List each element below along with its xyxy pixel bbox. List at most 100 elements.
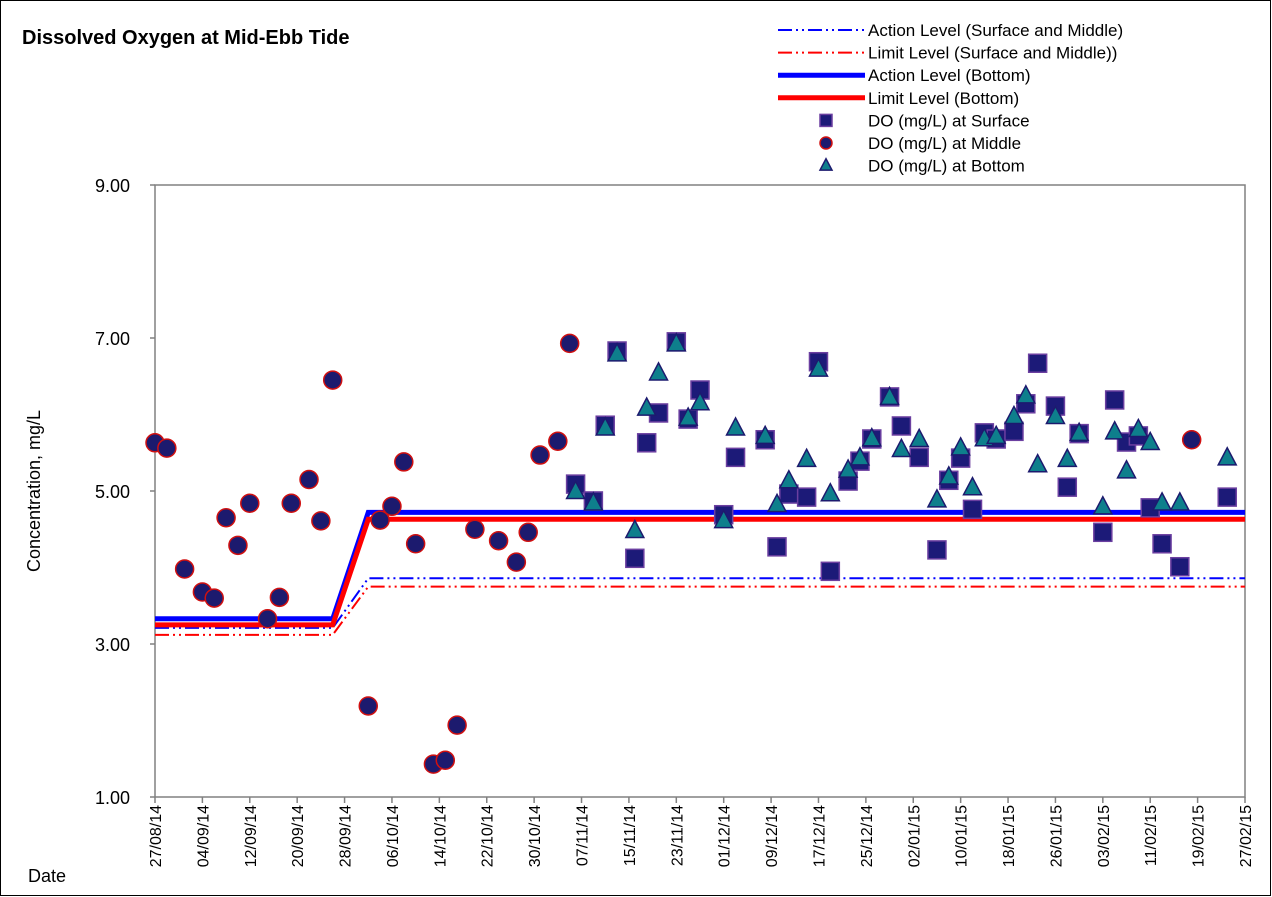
x-tick-label: 03/02/15 [1096,805,1113,867]
legend-label: DO (mg/L) at Middle [868,134,1021,153]
square-marker [1104,390,1125,410]
triangle-marker [950,436,971,456]
x-tick-label: 09/12/14 [764,805,781,867]
circle-marker [358,696,379,716]
x-tick-label: 07/11/14 [575,805,592,866]
triangle-marker [837,458,859,478]
square-marker [891,416,912,436]
legend-label: Action Level (Bottom) [868,66,1031,85]
square-marker [725,447,746,468]
circle-marker [281,493,301,513]
x-tick-label: 27/08/14 [148,805,165,867]
square-marker [962,499,983,520]
square-marker [1057,477,1078,497]
circle-marker [488,530,509,551]
triangle-marker [1169,491,1191,511]
x-tick-label: 12/09/14 [243,805,260,867]
square-marker [1093,522,1113,543]
triangle-marker [636,396,657,416]
triangle-marker [1068,421,1090,442]
x-tick-label: 14/10/14 [432,805,449,867]
legend-label: DO (mg/L) at Surface [868,111,1030,130]
triangle-marker [725,416,746,436]
circle-marker [269,587,290,608]
x-tick-label: 11/02/15 [1143,805,1160,866]
x-tick-label: 02/01/15 [906,805,923,867]
triangle-marker [1216,446,1238,466]
x-tick-label: 22/10/14 [480,805,497,867]
legend-label: Limit Level (Bottom) [868,89,1019,108]
x-tick-label: 30/10/14 [527,805,544,867]
circle-marker [548,431,568,452]
square-marker [636,433,657,453]
triangle-marker [713,508,734,529]
triangle-marker [1104,420,1125,440]
triangle-marker [938,465,960,485]
triangle-marker [606,342,628,362]
legend-marker [818,157,834,171]
triangle-marker [1139,430,1161,451]
triangle-marker [962,475,983,496]
x-tick-label: 28/09/14 [338,805,355,867]
triangle-marker [1045,404,1066,425]
triangle-marker [985,424,1007,445]
y-tick-label: 9.00 [95,176,130,196]
legend-label: Limit Level (Surface and Middle)) [868,44,1117,63]
square-marker [927,540,947,560]
x-tick-label: 27/02/15 [1238,805,1255,867]
circle-marker [405,534,426,554]
triangle-marker [926,488,948,508]
circle-marker [559,333,580,354]
legend-label: DO (mg/L) at Bottom [868,157,1025,176]
triangle-marker [849,446,871,466]
x-tick-label: 18/01/15 [1001,805,1018,867]
circle-marker [382,496,402,517]
circle-marker [257,609,278,629]
triangle-marker [677,406,699,426]
square-marker [625,548,645,569]
square-marker [909,447,929,468]
circle-marker [216,508,236,528]
circle-marker [518,522,538,543]
square-marker [1027,353,1048,373]
threshold-line [155,516,1245,628]
x-tick-label: 19/02/15 [1191,805,1208,867]
square-marker [1004,421,1024,442]
circle-marker [394,452,414,472]
square-marker [1152,534,1172,554]
triangle-marker [666,332,687,352]
triangle-marker [1057,447,1078,468]
circle-marker [506,552,527,572]
circle-marker [299,469,319,490]
y-tick-label: 3.00 [95,635,130,655]
circle-marker [204,588,224,608]
x-tick-label: 06/10/14 [385,805,402,867]
legend-marker [819,113,833,128]
circle-marker [447,715,467,735]
triangle-marker [1027,453,1048,473]
circle-marker [174,559,195,579]
triangle-marker [1116,459,1137,479]
circle-marker [435,750,456,771]
x-tick-label: 04/09/14 [195,805,212,867]
triangle-marker [689,391,711,411]
x-tick-label: 01/12/14 [717,805,734,867]
triangle-marker [861,427,883,447]
square-marker [767,537,787,557]
triangle-marker [583,491,604,511]
y-tick-label: 5.00 [95,482,130,502]
triangle-marker [796,447,817,468]
triangle-marker [1151,491,1173,511]
legend-marker [819,136,833,150]
chart-title: Dissolved Oxygen at Mid-Ebb Tide [22,27,349,49]
x-axis-label: Date [28,866,66,886]
triangle-marker [565,479,586,500]
triangle-marker [1092,495,1114,515]
x-tick-label: 23/11/14 [669,805,686,866]
triangle-marker [594,416,616,436]
square-marker [1217,487,1237,507]
triangle-marker [648,361,669,381]
x-tick-label: 26/01/15 [1048,805,1065,867]
